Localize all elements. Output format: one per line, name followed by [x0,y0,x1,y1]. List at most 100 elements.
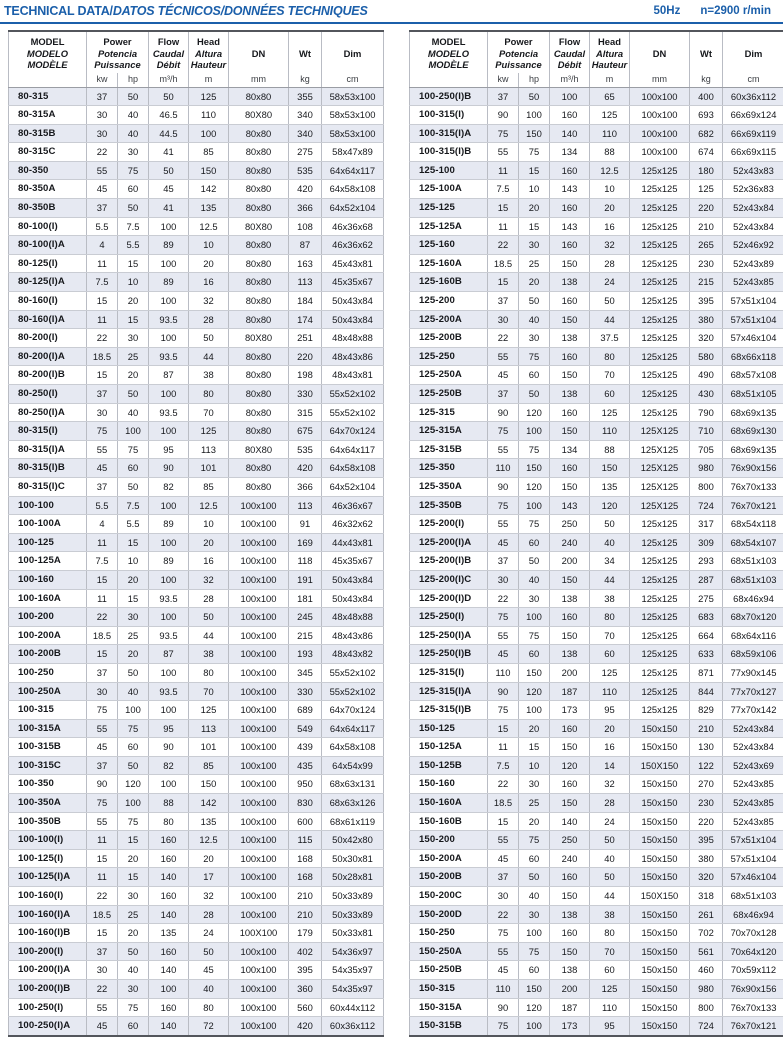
cell-power-kw: 18.5 [488,794,519,813]
cell-power-hp: 25 [519,794,550,813]
cell-dn: 100x100 [229,980,289,999]
cell-dim: 50x43x84 [322,570,384,589]
header-dim-en: Dim [724,48,783,60]
cell-model: 100-200(I) [9,942,87,961]
cell-power-hp: 100 [519,701,550,720]
cell-model: 100-350B [9,812,87,831]
cell-power-hp: 30 [118,980,149,999]
cell-wt: 395 [289,961,322,980]
cell-dn: 100x100 [229,701,289,720]
cell-head: 85 [189,477,229,496]
cell-head: 10 [189,236,229,255]
cell-flow: 100 [149,775,189,794]
cell-power-kw: 22 [488,589,519,608]
cell-power-kw: 55 [488,440,519,459]
cell-dim: 77x90x145 [723,663,783,682]
cell-head: 16 [590,738,630,757]
cell-head: 16 [189,552,229,571]
header-head-es: Altura [190,48,227,60]
cell-wt: 395 [690,831,723,850]
cell-head: 50 [590,868,630,887]
cell-power-hp: 100 [118,422,149,441]
cell-head: 125 [590,980,630,999]
cell-model: 100-200B [9,645,87,664]
cell-dn: 100x100 [630,87,690,106]
cell-flow: 93.5 [149,626,189,645]
cell-dim: 64x54x99 [322,756,384,775]
cell-power-hp: 15 [519,738,550,757]
cell-dim: 68x51x105 [723,385,783,404]
cell-power-hp: 100 [519,422,550,441]
cell-power-kw: 11 [87,310,118,329]
cell-dim: 52x43x83 [723,161,783,180]
cell-power-kw: 37 [488,552,519,571]
cell-model: 125-350 [410,459,488,478]
header-power-fr: Puissance [489,59,548,71]
cell-dim: 60x36x112 [723,87,783,106]
cell-dim: 68x69x135 [723,440,783,459]
cell-head: 50 [189,942,229,961]
cell-wt: 674 [690,143,723,162]
cell-dim: 54x35x97 [322,961,384,980]
cell-flow: 89 [149,236,189,255]
header-power-es: Potencia [88,48,147,60]
cell-model: 125-250(I)A [410,626,488,645]
cell-flow: 160 [550,347,590,366]
cell-power-kw: 45 [488,849,519,868]
cell-wt: 122 [690,756,723,775]
header-dim-unit: cm [723,73,783,88]
cell-dim: 64x64x117 [322,440,384,459]
cell-head: 85 [189,756,229,775]
cell-power-hp: 60 [519,961,550,980]
cell-power-hp: 40 [519,570,550,589]
cell-power-hp: 25 [519,254,550,273]
cell-power-hp: 10 [118,273,149,292]
cell-power-kw: 110 [488,980,519,999]
cell-power-kw: 15 [87,849,118,868]
cell-power-hp: 150 [519,663,550,682]
cell-power-hp: 15 [519,217,550,236]
cell-model: 150-125 [410,719,488,738]
cell-head: 50 [189,608,229,627]
cell-power-kw: 7.5 [87,273,118,292]
cell-power-hp: 75 [519,831,550,850]
header-dn-en: DN [230,48,287,60]
cell-dn: 150x150 [630,849,690,868]
cell-dn: 125x125 [630,310,690,329]
cell-wt: 210 [690,217,723,236]
cell-model: 150-200 [410,831,488,850]
cell-dn: 125X125 [630,459,690,478]
cell-head: 125 [189,422,229,441]
cell-model: 100-100A [9,515,87,534]
cell-power-kw: 90 [87,775,118,794]
cell-dim: 50x43x84 [322,292,384,311]
cell-model: 80-200(I)B [9,366,87,385]
cell-dim: 52x43x69 [723,756,783,775]
page-banner: TECHNICAL DATA/DATOS TÉCNICOS/DONNÉES TE… [0,0,783,24]
cell-wt: 340 [289,124,322,143]
cell-dim: 48x48x88 [322,329,384,348]
header-head-es: Altura [591,48,628,60]
cell-flow: 100 [149,254,189,273]
cell-flow: 160 [149,942,189,961]
cell-dn: 150x150 [630,812,690,831]
cell-dim: 54x35x97 [322,980,384,999]
cell-head: 28 [590,794,630,813]
cell-wt: 549 [289,719,322,738]
cell-head: 120 [590,496,630,515]
